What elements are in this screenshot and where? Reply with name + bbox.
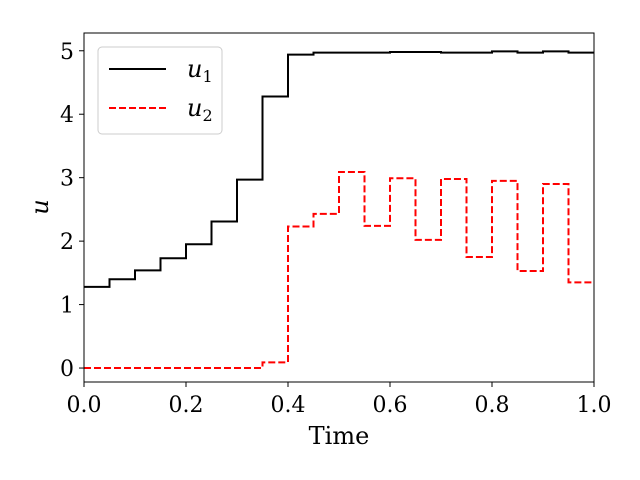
series-line-u1 (84, 50, 594, 288)
x-tick-label: 0.4 (271, 393, 306, 418)
y-axis-label: u (26, 199, 54, 214)
series-layer (84, 50, 594, 370)
plot-frame (83, 32, 595, 383)
x-axis: 0.0 0.2 0.4 0.6 0.8 1.0 (67, 382, 612, 418)
x-tick-label: 0.2 (169, 393, 204, 418)
series-line-u2 (84, 170, 594, 370)
y-tick-label: 5 (60, 40, 74, 65)
x-tick-label: 0.8 (475, 393, 510, 418)
y-tick-label: 1 (60, 294, 74, 319)
legend: u1 u2 (97, 46, 223, 135)
y-tick-label: 4 (60, 103, 74, 128)
legend-label-u2: u2 (187, 94, 213, 125)
y-tick-label: 2 (60, 230, 74, 255)
y-tick-label: 0 (60, 357, 74, 382)
x-tick-label: 0.0 (67, 393, 102, 418)
x-tick-label: 0.6 (373, 393, 408, 418)
y-tick-label: 3 (60, 167, 74, 192)
legend-label-u1: u1 (187, 55, 213, 86)
x-axis-label: Time (309, 422, 370, 450)
y-axis: 0 1 2 3 4 5 (60, 40, 84, 382)
x-tick-label: 1.0 (577, 393, 612, 418)
